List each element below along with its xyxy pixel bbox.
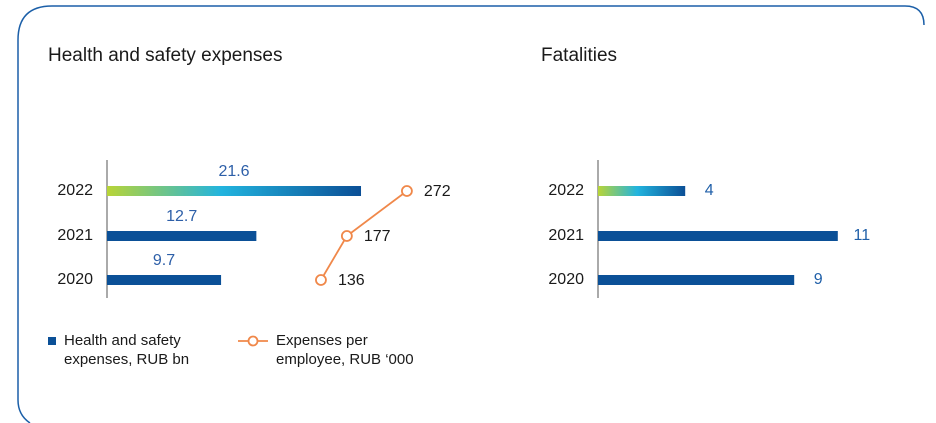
data-label: 9.7 bbox=[153, 252, 175, 269]
y-tick-label: 2020 bbox=[548, 271, 584, 288]
bar bbox=[107, 275, 222, 285]
bar bbox=[107, 186, 362, 196]
bar bbox=[598, 186, 686, 196]
y-tick-label: 2020 bbox=[57, 271, 93, 288]
card-border bbox=[17, 5, 925, 423]
data-label: 12.7 bbox=[166, 208, 197, 225]
data-label: 177 bbox=[364, 228, 391, 245]
line-point bbox=[401, 185, 413, 197]
legend-marker bbox=[247, 335, 259, 347]
chart-title: Health and safety expenses bbox=[48, 45, 283, 66]
y-tick-label: 2021 bbox=[548, 227, 584, 244]
data-label: 21.6 bbox=[218, 163, 249, 180]
legend-label: Health and safety expenses, RUB bn bbox=[64, 332, 190, 368]
data-label: 4 bbox=[705, 182, 714, 199]
legend-label: Expenses per employee, RUB ‘000 bbox=[276, 332, 414, 368]
chart-title: Fatalities bbox=[541, 45, 617, 66]
bar bbox=[598, 231, 838, 241]
data-label: 9 bbox=[814, 271, 823, 288]
y-tick-label: 2021 bbox=[57, 227, 93, 244]
data-label: 272 bbox=[424, 183, 451, 200]
y-tick-label: 2022 bbox=[548, 182, 584, 199]
data-label: 11 bbox=[853, 227, 870, 244]
legend-marker bbox=[48, 337, 56, 345]
line-point bbox=[340, 230, 353, 242]
line-point bbox=[315, 274, 327, 286]
bar bbox=[107, 231, 257, 241]
y-tick-label: 2022 bbox=[57, 182, 93, 199]
data-label: 136 bbox=[338, 272, 365, 289]
bar bbox=[598, 275, 795, 285]
